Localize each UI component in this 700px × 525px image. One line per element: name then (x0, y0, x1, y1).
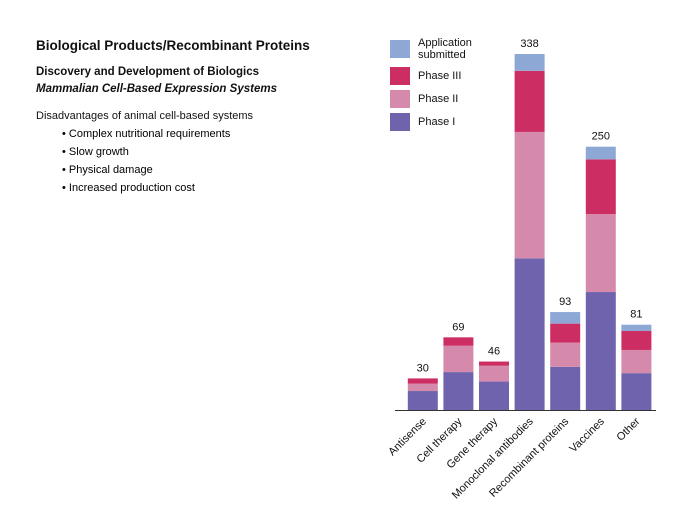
bar-segment (550, 312, 581, 324)
total-label: 93 (559, 296, 571, 308)
bar-segment (443, 345, 474, 373)
legend-swatch (390, 90, 410, 108)
bullet: Slow growth (62, 146, 230, 164)
title: Biological Products/Recombinant Proteins (36, 38, 310, 53)
bar-segment (514, 54, 545, 71)
bar-segment (479, 381, 509, 410)
legend-label: Application submitted (418, 37, 472, 61)
bar-segment (550, 342, 581, 367)
bar-segment (407, 391, 438, 410)
bar-segment (479, 361, 509, 366)
bar-segment (514, 258, 545, 410)
bar-segment (621, 349, 652, 374)
bar-segment (479, 365, 509, 382)
bullet: Increased production cost (62, 182, 230, 200)
bar-segment (621, 373, 652, 410)
bullet: Physical damage (62, 164, 230, 182)
bar-segment (550, 366, 581, 410)
total-label: 250 (592, 131, 610, 143)
bar-segment (585, 292, 616, 410)
bullet-list: Complex nutritional requirementsSlow gro… (62, 128, 230, 200)
legend-label: Phase I (418, 116, 456, 128)
total-label: 338 (520, 38, 538, 50)
heading: Disadvantages of animal cell-based syste… (36, 110, 254, 122)
bar-segment (585, 159, 616, 215)
bar-segment (585, 146, 616, 160)
legend-swatch (390, 40, 410, 58)
legend-swatch (390, 113, 410, 131)
bar-segment (514, 70, 545, 132)
bar-segment (621, 324, 652, 332)
bar-segment (550, 323, 581, 343)
legend-swatch (390, 67, 410, 85)
x-tick-label: Other (615, 415, 643, 443)
total-label: 69 (452, 321, 464, 333)
bar-segment (407, 378, 438, 384)
bar-segment (514, 131, 545, 259)
bullet: Complex nutritional requirements (62, 128, 230, 146)
total-label: 81 (630, 309, 642, 321)
legend-label: Phase III (418, 70, 462, 82)
bar-segment (585, 214, 616, 293)
bar-segment (443, 372, 474, 410)
subtitle: Discovery and Development of Biologics (36, 66, 260, 78)
bar-segment (443, 337, 474, 346)
bar-segment (407, 383, 438, 392)
total-label: 46 (488, 346, 500, 358)
subtitle: Mammalian Cell-Based Expression Systems (36, 83, 277, 95)
x-tick-label: Vaccines (567, 415, 607, 455)
total-label: 30 (417, 362, 429, 374)
bar-segment (621, 331, 652, 350)
legend-label: Phase II (418, 93, 459, 105)
